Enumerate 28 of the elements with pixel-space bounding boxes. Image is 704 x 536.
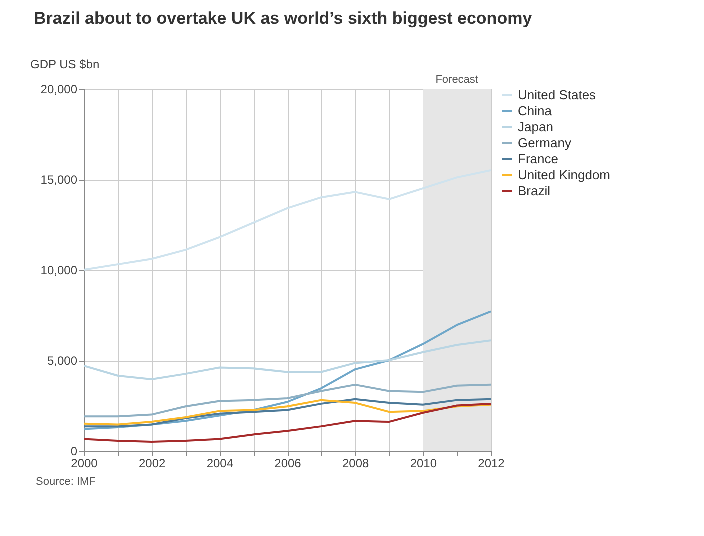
legend-label: France [518, 152, 558, 166]
y-tick-label: 20,000 [40, 82, 78, 96]
legend-label: Brazil [518, 184, 551, 198]
line-series [84, 310, 491, 430]
legend-label: Germany [518, 136, 572, 150]
y-tick-label: 0 [70, 444, 78, 458]
y-tick-label: 5,000 [47, 354, 78, 368]
x-tick-label: 2010 [410, 456, 438, 470]
chart-title: Brazil about to overtake UK as world’s sixth biggest economy [34, 9, 533, 28]
x-tick-label: 2008 [342, 456, 370, 470]
legend-label: Japan [518, 120, 554, 134]
x-tick-label: 2000 [71, 456, 98, 470]
x-tick-label: 2002 [138, 456, 166, 470]
y-axis-title: GDP US $bn [30, 58, 100, 72]
line-series [84, 402, 491, 443]
legend-label: China [518, 104, 553, 118]
source-note: Source: IMF [36, 476, 97, 488]
line-series [84, 340, 491, 381]
line-series [84, 384, 491, 418]
x-tick-label: 2006 [274, 456, 302, 470]
y-tick-label: 10,000 [40, 264, 78, 278]
x-tick-label: 2004 [206, 456, 234, 470]
band-label: Forecast [436, 74, 478, 86]
x-tick-label: 2012 [478, 456, 506, 470]
line-series [84, 169, 491, 271]
y-tick-label: 15,000 [40, 173, 78, 187]
legend-label: United States [518, 88, 597, 102]
legend-label: United Kingdom [518, 168, 610, 182]
